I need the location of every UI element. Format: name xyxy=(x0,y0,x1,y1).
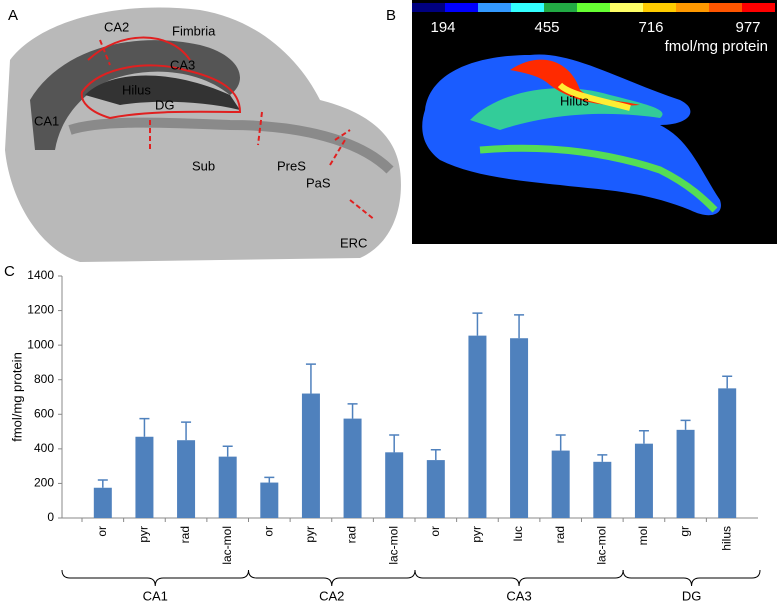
x-tick-label: or xyxy=(428,526,442,537)
y-tick-label: 200 xyxy=(34,476,54,490)
colorbar-tick-label: 194 xyxy=(430,19,455,36)
bar xyxy=(718,388,737,518)
bar xyxy=(676,429,695,518)
group-label: CA2 xyxy=(319,588,344,603)
region-label: Hilus xyxy=(122,82,151,97)
colorbar-unit: fmol/mg protein xyxy=(665,38,768,55)
error-bar xyxy=(347,403,358,419)
x-tick-label: pyr xyxy=(137,526,151,543)
error-bar xyxy=(722,375,733,389)
y-tick-label: 1400 xyxy=(27,268,54,282)
x-tick-label: hilus xyxy=(719,526,733,551)
colorbar-tick-label: 716 xyxy=(638,19,663,36)
bar xyxy=(593,461,612,518)
bar xyxy=(343,418,362,518)
panel-b-image xyxy=(412,0,777,244)
x-tick-label: pyr xyxy=(470,526,484,543)
error-bar xyxy=(389,434,400,453)
panel-label: C xyxy=(4,263,15,280)
bar xyxy=(218,456,237,518)
error-bar xyxy=(555,434,566,451)
bar xyxy=(426,460,445,518)
region-label: DG xyxy=(155,97,175,112)
group-label: CA1 xyxy=(143,588,168,603)
panel-a-image xyxy=(0,0,405,262)
x-tick-label: rad xyxy=(178,526,192,543)
colorbar-tick-label: 455 xyxy=(534,19,559,36)
error-bar xyxy=(222,445,233,457)
region-label: CA3 xyxy=(170,57,195,72)
bar xyxy=(135,436,154,518)
y-tick-label: 1000 xyxy=(27,337,54,351)
error-bar xyxy=(97,479,108,488)
group-label: DG xyxy=(682,588,702,603)
error-bar xyxy=(139,417,150,437)
bar xyxy=(385,452,404,518)
x-tick-label: luc xyxy=(511,526,525,541)
x-tick-label: or xyxy=(261,526,275,537)
x-tick-label: lac-mol xyxy=(220,526,234,565)
error-bar xyxy=(181,421,192,441)
x-tick-label: pyr xyxy=(303,526,317,543)
bar xyxy=(177,440,196,518)
region-label: Sub xyxy=(192,158,215,173)
x-tick-label: or xyxy=(95,526,109,537)
y-tick-label: 1200 xyxy=(27,303,54,317)
group-brace xyxy=(61,569,249,587)
bar xyxy=(468,335,487,518)
bar xyxy=(551,450,570,518)
error-bar xyxy=(680,419,691,430)
region-label: CA2 xyxy=(104,19,129,34)
group-brace xyxy=(622,569,761,587)
bar xyxy=(93,487,112,518)
error-bar xyxy=(638,429,649,444)
bar xyxy=(301,393,320,518)
region-label: Hilus xyxy=(560,93,589,108)
y-axis-label: fmol/mg protein xyxy=(9,352,24,442)
region-label: PreS xyxy=(277,158,306,173)
bar-chart: 0 200 400 600 800 1000 1200 1400 or pyr rad lac-mol… xyxy=(27,268,761,603)
error-bar xyxy=(430,448,441,461)
error-bar xyxy=(597,454,608,462)
x-tick-label: rad xyxy=(553,526,567,543)
error-bar xyxy=(264,476,275,483)
group-brace xyxy=(248,569,416,587)
error-bar xyxy=(514,314,525,339)
error-bar xyxy=(305,363,316,394)
y-tick-label: 800 xyxy=(34,372,54,386)
region-label: Fimbria xyxy=(172,23,216,38)
bar xyxy=(634,443,653,518)
colorbar-tick-label: 977 xyxy=(735,19,760,36)
x-tick-label: lac-mol xyxy=(386,526,400,565)
bar xyxy=(510,338,529,518)
bar xyxy=(260,482,279,518)
x-tick-label: mol xyxy=(636,526,650,545)
y-tick-label: 400 xyxy=(34,441,54,455)
region-label: ERC xyxy=(340,235,367,250)
group-label: CA3 xyxy=(506,588,531,603)
y-tick-label: 0 xyxy=(47,510,54,524)
x-tick-label: lac-mol xyxy=(594,526,608,565)
panel-label: A xyxy=(8,7,18,24)
x-tick-label: gr xyxy=(678,526,692,537)
y-tick-label: 600 xyxy=(34,406,54,420)
error-bar xyxy=(472,312,483,336)
panel-label: B xyxy=(386,7,396,24)
group-brace xyxy=(414,569,624,587)
region-label: CA1 xyxy=(34,113,59,128)
region-label: PaS xyxy=(306,175,331,190)
x-tick-label: rad xyxy=(345,526,359,543)
